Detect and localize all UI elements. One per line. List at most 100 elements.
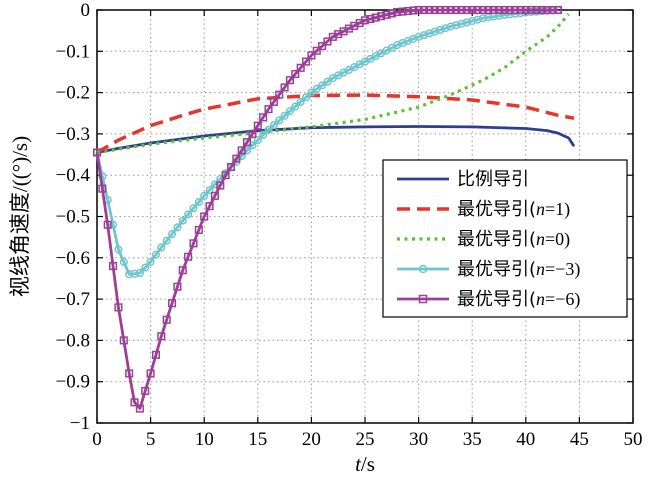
- legend-label: 最优导引(n=−6): [457, 289, 580, 310]
- series-marker: [468, 5, 477, 15]
- series-marker: [146, 257, 155, 266]
- series-marker: [452, 5, 461, 15]
- series-marker: [178, 216, 187, 225]
- series-marker: [205, 202, 214, 211]
- series-marker: [243, 138, 252, 147]
- x-axis-label-unit: /s: [361, 452, 375, 476]
- legend-item: 最优导引(n=−3): [397, 259, 580, 280]
- legend-label: 比例导引: [457, 169, 529, 190]
- y-tick-label: −0.2: [56, 83, 90, 104]
- series-marker: [194, 225, 203, 234]
- legend-label-value: =0): [545, 229, 570, 250]
- series-marker: [216, 181, 225, 190]
- series-layer: [92, 5, 576, 413]
- y-tick-label: 0: [81, 0, 91, 21]
- series-marker: [484, 13, 493, 22]
- x-tick-label: 50: [624, 429, 643, 450]
- series-marker: [109, 262, 118, 271]
- legend-item: 最优导引(n=0): [397, 229, 570, 250]
- legend-swatch-marker: [418, 264, 428, 274]
- series-marker: [253, 136, 262, 145]
- y-tick-label: −0.1: [56, 41, 90, 62]
- series-marker: [210, 191, 219, 200]
- series-marker: [285, 107, 295, 116]
- series-line: [96, 13, 570, 155]
- legend-label-var: n: [536, 259, 545, 279]
- series-marker: [291, 102, 300, 111]
- series-marker: [494, 5, 504, 15]
- y-tick-label: −0.7: [56, 289, 90, 310]
- series-marker: [414, 5, 423, 15]
- series-marker: [189, 239, 198, 248]
- series-marker: [366, 14, 375, 23]
- legend-label-value: =−3): [545, 259, 580, 280]
- series-marker: [511, 5, 520, 15]
- series-marker: [269, 97, 278, 106]
- legend: 比例导引最优导引(n=1)最优导引(n=0)最优导引(n=−3)最优导引(n=−…: [382, 159, 628, 318]
- series-marker: [264, 125, 273, 134]
- series-marker: [521, 5, 530, 15]
- x-tick-label: 15: [248, 429, 267, 450]
- series-marker: [269, 121, 278, 130]
- legend-label-value: =1): [545, 199, 570, 220]
- series-marker: [200, 191, 209, 200]
- series-marker: [318, 81, 327, 90]
- series-marker: [409, 6, 418, 15]
- series-marker: [435, 5, 445, 15]
- series-marker: [135, 404, 144, 413]
- x-tick-label: 10: [195, 429, 214, 450]
- series-marker: [312, 46, 321, 55]
- series-marker: [548, 5, 557, 15]
- series-marker: [494, 11, 504, 20]
- series-marker: [264, 105, 273, 114]
- series-marker: [543, 5, 552, 15]
- series-marker: [151, 350, 161, 359]
- series-marker: [141, 386, 150, 396]
- series-marker: [210, 180, 219, 189]
- series-marker: [473, 15, 482, 24]
- series-marker: [119, 336, 128, 345]
- x-tick-label: 35: [463, 429, 482, 450]
- series-marker: [403, 6, 412, 16]
- ticks-layer: 0 5 10 15 20 25 30 35 40 45 50 0 −0.1 −0.2 −0.3 −0.4 −0.…: [56, 0, 643, 450]
- series-marker: [173, 282, 182, 291]
- x-axis-label-var: t: [355, 452, 362, 476]
- series-marker: [189, 204, 198, 213]
- series-marker: [232, 154, 241, 163]
- series-line: [95, 8, 558, 410]
- series-marker: [323, 37, 332, 46]
- series-marker: [275, 116, 284, 125]
- series-marker: [243, 146, 252, 155]
- x-tick-label: 20: [302, 429, 321, 450]
- series-marker: [259, 113, 268, 122]
- series-marker: [457, 19, 466, 28]
- series-marker: [248, 129, 257, 138]
- series-marker: [167, 230, 177, 239]
- series-marker: [478, 5, 487, 15]
- series-marker: [103, 220, 112, 229]
- series-marker: [200, 212, 209, 221]
- series-marker: [462, 5, 471, 15]
- x-tick-label: 5: [146, 429, 156, 450]
- series-marker: [162, 236, 171, 245]
- series-marker: [135, 269, 144, 278]
- series-marker: [387, 9, 396, 18]
- series-marker: [184, 210, 193, 219]
- series-marker: [468, 16, 477, 26]
- series-marker: [430, 27, 439, 36]
- series-marker: [146, 369, 155, 378]
- series-marker: [532, 5, 541, 15]
- series-marker: [489, 5, 498, 15]
- legend-label-var: n: [536, 199, 545, 219]
- series-marker: [125, 270, 134, 279]
- series-marker: [360, 16, 370, 25]
- series-marker: [296, 97, 305, 106]
- legend-swatch-marker: [418, 294, 428, 304]
- series-marker: [109, 220, 118, 229]
- series-marker: [527, 5, 536, 15]
- series-marker: [119, 257, 128, 266]
- series-marker: [296, 63, 305, 72]
- series-marker: [194, 197, 203, 207]
- x-tick-label: 40: [516, 429, 535, 450]
- x-tick-label: 45: [570, 429, 589, 450]
